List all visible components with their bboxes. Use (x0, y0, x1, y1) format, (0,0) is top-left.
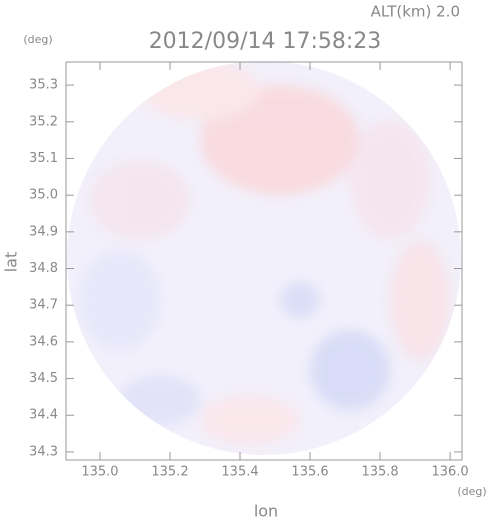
y-tick-label: 34.9 (29, 224, 58, 239)
y-unit: (deg) (23, 33, 52, 46)
x-axis-label: lon (254, 502, 278, 521)
y-tick-label: 34.4 (29, 408, 58, 423)
y-tick-label: 35.0 (29, 188, 58, 203)
y-tick-label: 35.1 (29, 151, 58, 166)
y-tick-label: 35.3 (29, 78, 58, 93)
y-tick-label: 34.5 (29, 371, 58, 386)
y-tick-label: 34.7 (29, 298, 58, 313)
x-unit: (deg) (457, 485, 486, 498)
y-tick-label: 34.6 (29, 334, 58, 349)
x-tick-label: 135.0 (81, 465, 118, 480)
x-tick-label: 135.4 (221, 465, 258, 480)
plot-frame (65, 61, 463, 461)
y-tick-label: 34.3 (29, 444, 58, 459)
x-tick-label: 136.0 (431, 465, 468, 480)
x-tick-label: 135.6 (291, 465, 328, 480)
x-tick-label: 135.2 (151, 465, 188, 480)
y-tick-label: 34.8 (29, 261, 58, 276)
x-tick-label: 135.8 (361, 465, 398, 480)
subtitle: ALT(km) 2.0 (371, 3, 460, 21)
chart-title: 2012/09/14 17:58:23 (149, 29, 382, 54)
radar-field (67, 61, 461, 455)
y-axis-label: lat (2, 252, 21, 273)
y-tick-label: 35.2 (29, 114, 58, 129)
